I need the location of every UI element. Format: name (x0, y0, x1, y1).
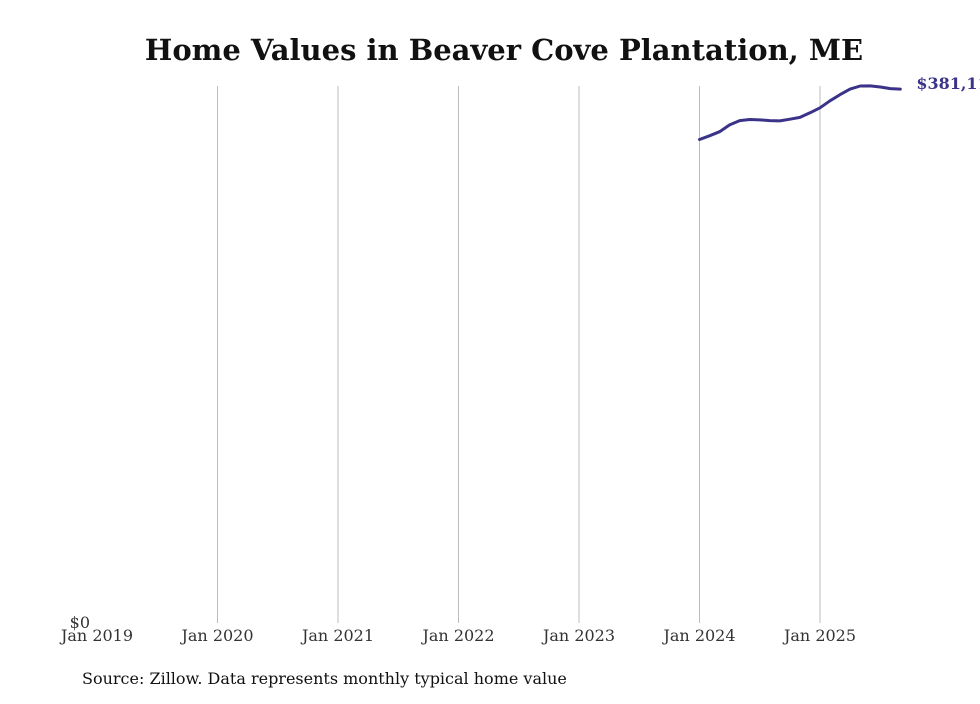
y-axis-ticks: $0 (70, 613, 90, 632)
x-tick-label: Jan 2023 (541, 626, 615, 645)
chart-title: Home Values in Beaver Cove Plantation, M… (145, 33, 863, 67)
gridlines (218, 86, 821, 623)
series-layer: $381,119 (700, 74, 980, 140)
y-tick-label: $0 (70, 613, 90, 632)
x-tick-label: Jan 2025 (782, 626, 856, 645)
series-line (700, 86, 901, 140)
source-note: Source: Zillow. Data represents monthly … (82, 669, 567, 688)
x-tick-label: Jan 2024 (661, 626, 735, 645)
x-tick-label: Jan 2022 (420, 626, 494, 645)
end-value-label: $381,119 (916, 74, 980, 93)
x-tick-label: Jan 2020 (179, 626, 253, 645)
x-tick-label: Jan 2021 (300, 626, 374, 645)
